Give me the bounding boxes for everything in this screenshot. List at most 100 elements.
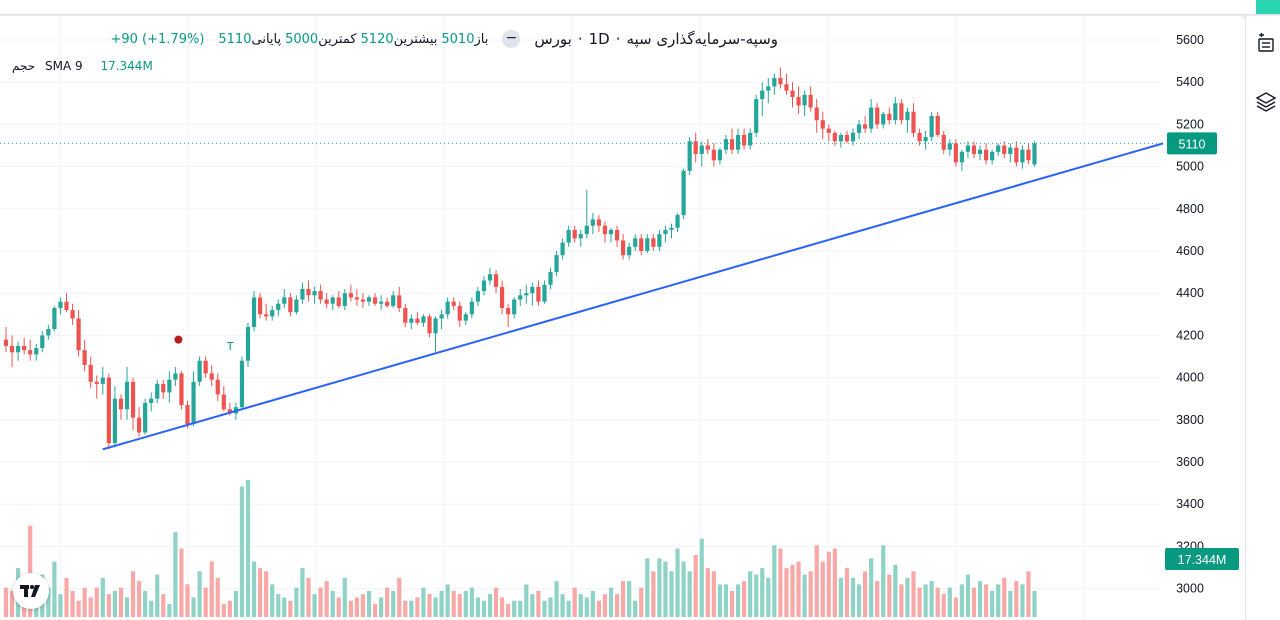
candle-body: [965, 145, 971, 152]
candle: [245, 322, 251, 368]
candle-body: [742, 134, 747, 146]
close-value: 5110: [218, 31, 252, 47]
candle: [899, 99, 904, 125]
candle-body: [366, 297, 372, 302]
volume-bar: [445, 584, 450, 617]
volume-bar: [493, 587, 499, 617]
candle: [760, 82, 765, 116]
sma-label[interactable]: SMA 9: [44, 59, 83, 73]
interval-label[interactable]: 1D: [588, 30, 610, 48]
candle: [185, 400, 190, 429]
candle-body: [245, 326, 251, 361]
candle-body: [427, 316, 432, 334]
candle: [354, 288, 359, 306]
volume-series: [3, 480, 1037, 617]
candle-body: [106, 377, 111, 444]
candle: [548, 267, 553, 289]
collapse-minus-button[interactable]: −: [502, 30, 521, 48]
candle: [397, 286, 402, 313]
candle: [493, 269, 499, 294]
candle: [360, 293, 366, 308]
candle-body: [451, 301, 456, 306]
candle-body: [1026, 149, 1031, 161]
volume-bar: [554, 581, 559, 617]
volume-bar: [820, 561, 825, 617]
candle-body: [360, 299, 366, 302]
candle-body: [826, 128, 831, 133]
candle: [887, 107, 892, 125]
price-axis[interactable]: 5600 5400 5200 5000 4800 4600 4400 4200 4000 3800…: [1176, 33, 1204, 596]
candle: [838, 132, 843, 148]
candle: [348, 284, 353, 302]
volume-bar: [330, 590, 335, 617]
volume-bar: [887, 574, 892, 617]
volume-bar: [82, 587, 87, 617]
price-tick-label: 5200: [1176, 117, 1204, 131]
candle: [990, 149, 995, 165]
candle: [578, 229, 583, 247]
candle: [9, 335, 15, 368]
layers-icon[interactable]: [1255, 90, 1277, 112]
volume-bar: [130, 571, 136, 617]
candle-body: [251, 297, 257, 327]
candle: [52, 305, 57, 332]
candle-body: [748, 132, 753, 146]
top-accent-button[interactable]: [1256, 0, 1280, 14]
candle-body: [124, 381, 130, 410]
candle: [772, 73, 777, 95]
chart-canvas[interactable]: T 5600 5400 5200 5000 4800 4600 4400 4200 4000 38…: [0, 16, 1245, 620]
candle-body: [596, 219, 601, 226]
candle: [524, 284, 529, 304]
separator-dot: ·: [577, 30, 583, 48]
candle-body: [657, 234, 662, 247]
event-marker-dot[interactable]: [174, 335, 183, 344]
candle: [832, 130, 837, 146]
candle-body: [784, 84, 789, 91]
candle-body: [856, 124, 862, 133]
event-marker-label[interactable]: T: [226, 340, 234, 353]
candle-body: [717, 149, 722, 161]
volume-bar: [1002, 577, 1007, 617]
tradingview-logo-icon[interactable]: [13, 573, 49, 609]
volume-bar: [645, 558, 650, 617]
candle: [1020, 145, 1025, 169]
candle-body: [397, 295, 402, 308]
candle-body: [161, 383, 166, 393]
object-tree-icon[interactable]: [1255, 32, 1277, 54]
candle: [784, 73, 789, 95]
candle: [1026, 143, 1031, 165]
candle: [282, 288, 287, 308]
candle-body: [578, 234, 583, 239]
candle: [451, 297, 456, 311]
candle-body: [179, 373, 184, 406]
volume-bar: [185, 584, 190, 617]
volume-bar: [711, 571, 716, 617]
candle: [487, 267, 493, 285]
candle-body: [312, 291, 317, 296]
trend-line[interactable]: [102, 142, 1164, 451]
candle: [149, 392, 154, 412]
volume-bar: [391, 590, 396, 617]
candle-body: [778, 77, 783, 85]
volume-bar: [379, 597, 384, 617]
price-tick-label: 4800: [1176, 202, 1204, 216]
volume-bar: [542, 600, 547, 617]
volume-label[interactable]: حجم: [12, 59, 36, 73]
candle: [1032, 141, 1037, 167]
volume-bar: [245, 480, 251, 617]
volume-bar: [754, 574, 759, 617]
chart-panel[interactable]: T 5600 5400 5200 5000 4800 4600 4400 4200 4000 38…: [0, 16, 1245, 620]
candle-body: [94, 381, 99, 384]
volume-bar: [826, 551, 831, 617]
candle: [70, 303, 75, 325]
volume-bar: [984, 584, 989, 617]
candle: [996, 143, 1001, 157]
candle: [161, 379, 166, 399]
symbol-name[interactable]: وسپه-سرمایه‌گذاری سپه: [626, 30, 778, 48]
price-tick-label: 3000: [1176, 582, 1204, 596]
candle-body: [173, 373, 178, 380]
candle: [64, 293, 69, 313]
candle: [560, 238, 565, 260]
volume-bar: [306, 577, 311, 617]
volume-bar: [536, 590, 541, 617]
